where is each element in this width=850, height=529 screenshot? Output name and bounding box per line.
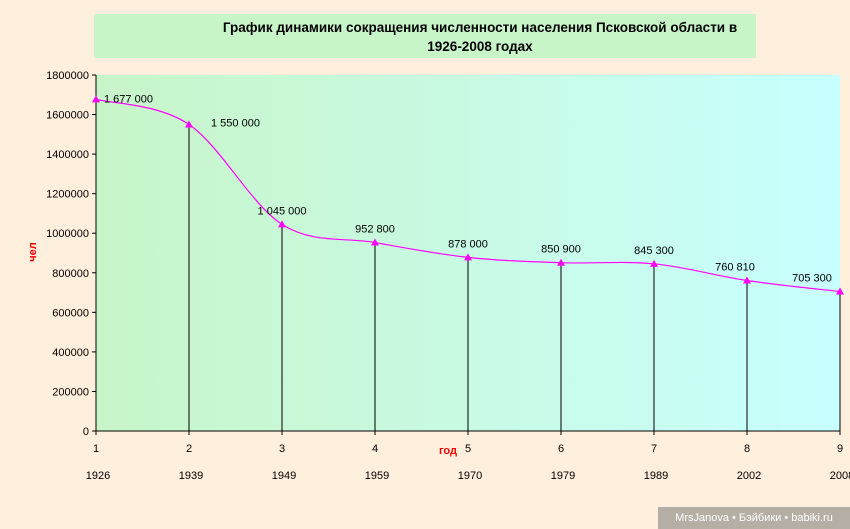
x-tick-label: 4 xyxy=(372,443,378,455)
data-point xyxy=(650,259,658,267)
y-tick-label: 400000 xyxy=(52,347,89,359)
year-label: 1979 xyxy=(551,470,575,482)
year-label: 1939 xyxy=(179,470,203,482)
y-tick-label: 1800000 xyxy=(46,70,89,82)
data-label: 705 300 xyxy=(792,273,832,285)
x-tick-label: 2 xyxy=(186,443,192,455)
year-label: 1959 xyxy=(365,470,389,482)
data-point xyxy=(278,220,286,228)
x-tick-label: 5 xyxy=(465,443,471,455)
x-tick-label: 1 xyxy=(93,443,99,455)
year-label: 1989 xyxy=(644,470,668,482)
data-label: 1 045 000 xyxy=(258,205,307,217)
data-label: 845 300 xyxy=(634,245,674,257)
year-label: 2002 xyxy=(737,470,761,482)
data-label: 878 000 xyxy=(448,238,488,250)
data-point xyxy=(185,120,193,128)
y-tick-label: 1200000 xyxy=(46,189,89,201)
data-label: 1 550 000 xyxy=(211,117,260,129)
data-label: 760 810 xyxy=(715,262,755,274)
data-label: 850 900 xyxy=(541,244,581,256)
chart-title: График динамики сокращения численности н… xyxy=(222,20,738,54)
data-point xyxy=(371,238,379,246)
watermark: MrsJanova • Бэйбики • babiki.ru xyxy=(658,507,850,529)
y-axis-label: чел xyxy=(27,242,39,262)
data-point xyxy=(743,276,751,284)
y-tick-label: 1400000 xyxy=(46,149,89,161)
x-axis-label: год xyxy=(439,445,457,457)
x-tick-label: 7 xyxy=(651,443,657,455)
x-tick-label: 6 xyxy=(558,443,564,455)
data-point xyxy=(464,253,472,261)
data-label: 1 677 000 xyxy=(104,93,153,105)
title-box: График динамики сокращения численности н… xyxy=(94,14,756,58)
data-point xyxy=(92,95,100,103)
y-tick-label: 600000 xyxy=(52,307,89,319)
x-tick-label: 8 xyxy=(744,443,750,455)
data-label: 952 800 xyxy=(355,224,395,236)
data-point xyxy=(836,287,844,295)
x-tick-label: 9 xyxy=(837,443,843,455)
year-label: 1926 xyxy=(86,470,110,482)
y-tick-label: 200000 xyxy=(52,386,89,398)
year-label: 1970 xyxy=(458,470,482,482)
year-label: 2008 xyxy=(830,470,850,482)
y-tick-label: 0 xyxy=(83,426,89,438)
data-point xyxy=(557,258,565,266)
y-tick-label: 800000 xyxy=(52,268,89,280)
year-label: 1949 xyxy=(272,470,296,482)
x-tick-label: 3 xyxy=(279,443,285,455)
y-tick-label: 1600000 xyxy=(46,110,89,122)
y-tick-label: 1000000 xyxy=(46,228,89,240)
